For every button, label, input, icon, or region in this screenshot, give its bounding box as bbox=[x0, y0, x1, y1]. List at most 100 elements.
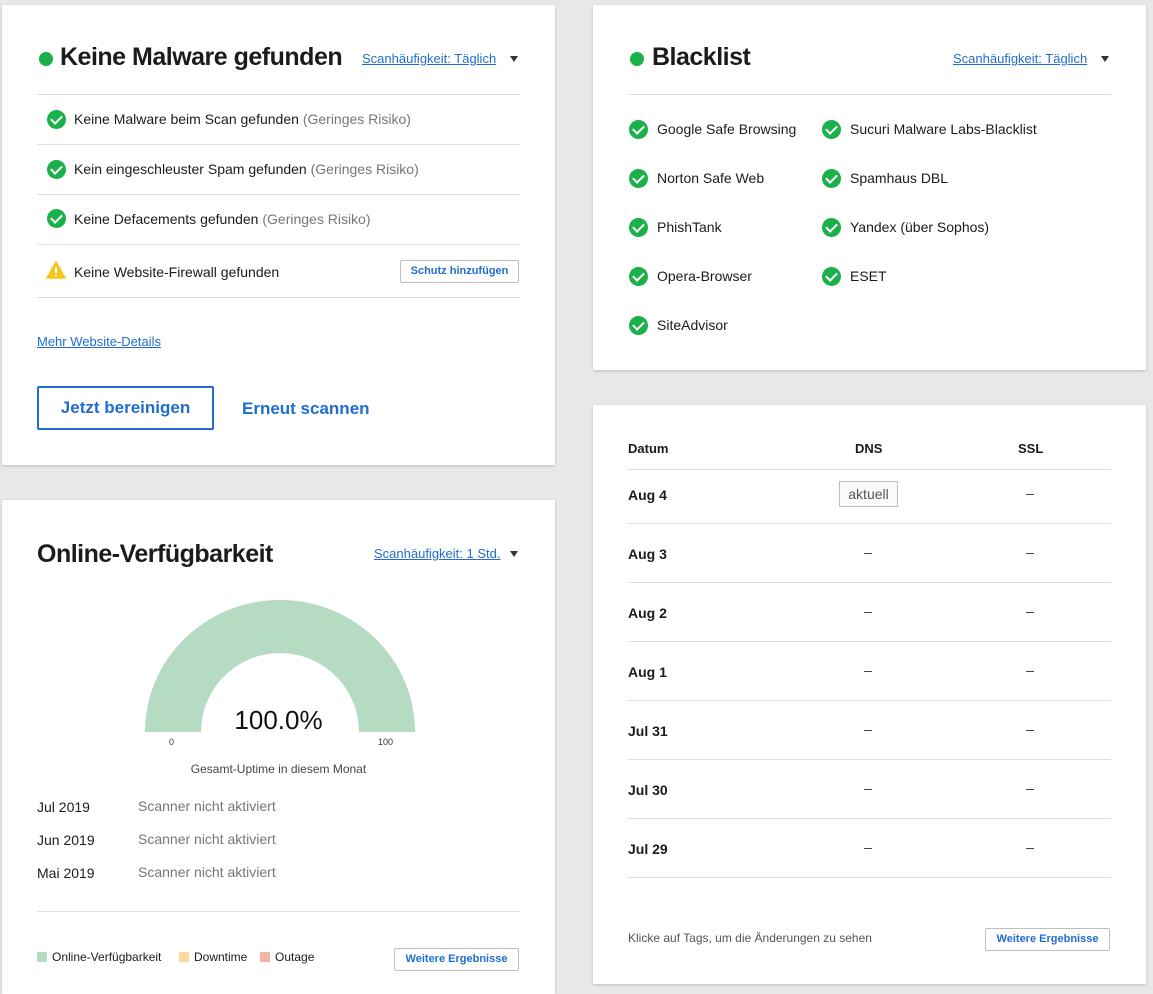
status-dot bbox=[39, 52, 53, 66]
blacklist-title: Blacklist bbox=[652, 43, 751, 71]
chevron-down-icon[interactable] bbox=[1101, 56, 1109, 62]
legend-swatch-uptime bbox=[37, 952, 47, 962]
warning-icon bbox=[46, 261, 66, 279]
divider bbox=[628, 759, 1111, 760]
row-ssl: – bbox=[1026, 544, 1034, 560]
firewall-item: Keine Website-Firewall gefunden bbox=[74, 264, 280, 280]
gauge-min-label: 0 bbox=[169, 737, 175, 747]
check-icon bbox=[629, 316, 648, 335]
row-date: Aug 2 bbox=[628, 605, 667, 621]
dns-tag-button[interactable]: aktuell bbox=[839, 481, 898, 507]
divider bbox=[628, 877, 1111, 878]
blacklist-item: Opera-Browser bbox=[657, 268, 752, 284]
dns-ssl-card: Datum DNS SSL Aug 4 aktuell – Aug 3 – – … bbox=[593, 405, 1146, 984]
blacklist-item: SiteAdvisor bbox=[657, 317, 728, 333]
row-ssl: – bbox=[1026, 839, 1034, 855]
divider bbox=[628, 818, 1111, 819]
blacklist-item: ESET bbox=[850, 268, 887, 284]
divider bbox=[628, 582, 1111, 583]
gauge-value: 100.0% bbox=[234, 705, 323, 735]
gauge-fill bbox=[145, 600, 415, 732]
add-protection-button[interactable]: Schutz hinzufügen bbox=[400, 260, 519, 283]
uptime-gauge bbox=[145, 600, 415, 732]
row-ssl: – bbox=[1026, 603, 1034, 619]
check-icon bbox=[47, 209, 66, 228]
row-dns: – bbox=[864, 662, 872, 678]
scan-frequency-link[interactable]: Scanhäufigkeit: Täglich bbox=[362, 51, 497, 66]
history-month: Mai 2019 bbox=[37, 865, 95, 881]
legend-label: Online-Verfügbarkeit bbox=[52, 950, 162, 964]
history-status: Scanner nicht aktiviert bbox=[138, 831, 276, 847]
row-dns: – bbox=[864, 780, 872, 796]
scan-frequency-link[interactable]: Scanhäufigkeit: 1 Std. bbox=[374, 546, 501, 561]
check-icon bbox=[629, 218, 648, 237]
gauge-caption: Gesamt-Uptime in diesem Monat bbox=[190, 762, 367, 776]
blacklist-item: Sucuri Malware Labs-Blacklist bbox=[850, 121, 1037, 137]
malware-card: Keine Malware gefunden Scanhäufigkeit: T… bbox=[2, 5, 555, 465]
blacklist-item: Spamhaus DBL bbox=[850, 170, 949, 186]
divider bbox=[37, 94, 520, 95]
legend-label: Outage bbox=[275, 950, 315, 964]
check-icon bbox=[822, 169, 841, 188]
row-dns: – bbox=[864, 721, 872, 737]
divider bbox=[628, 700, 1111, 701]
chevron-down-icon[interactable] bbox=[510, 56, 518, 62]
uptime-card: Online-Verfügbarkeit Scanhäufigkeit: 1 S… bbox=[2, 500, 555, 994]
row-date: Aug 3 bbox=[628, 546, 667, 562]
blacklist-item: Norton Safe Web bbox=[657, 170, 765, 186]
scan-frequency-link[interactable]: Scanhäufigkeit: Täglich bbox=[953, 51, 1088, 66]
row-dns: – bbox=[864, 839, 872, 855]
malware-title: Keine Malware gefunden bbox=[60, 43, 343, 71]
malware-item: Keine Malware beim Scan gefunden (Gering… bbox=[74, 111, 411, 127]
row-dns: – bbox=[864, 544, 872, 560]
row-dns: – bbox=[864, 603, 872, 619]
check-icon bbox=[822, 218, 841, 237]
malware-item: Kein eingeschleuster Spam gefunden (Geri… bbox=[74, 161, 419, 177]
row-ssl: – bbox=[1026, 780, 1034, 796]
divider bbox=[628, 94, 1111, 95]
more-results-button[interactable]: Weitere Ergebnisse bbox=[985, 928, 1110, 951]
column-header-dns: DNS bbox=[855, 441, 883, 456]
divider bbox=[37, 194, 520, 195]
check-icon bbox=[47, 160, 66, 179]
history-month: Jul 2019 bbox=[37, 799, 90, 815]
row-date: Aug 1 bbox=[628, 664, 667, 680]
malware-item: Keine Defacements gefunden (Geringes Ris… bbox=[74, 211, 371, 227]
gauge-max-label: 100 bbox=[378, 737, 394, 747]
blacklist-card: Blacklist Scanhäufigkeit: Täglich Google… bbox=[593, 5, 1146, 370]
row-date: Aug 4 bbox=[628, 487, 667, 503]
check-icon bbox=[629, 267, 648, 286]
legend-swatch-outage bbox=[260, 952, 270, 962]
history-status: Scanner nicht aktiviert bbox=[138, 864, 276, 880]
divider bbox=[628, 469, 1111, 470]
legend-swatch-downtime bbox=[179, 952, 189, 962]
history-month: Jun 2019 bbox=[37, 832, 95, 848]
check-icon bbox=[822, 120, 841, 139]
chevron-down-icon[interactable] bbox=[510, 551, 518, 557]
check-icon bbox=[822, 267, 841, 286]
clean-now-button[interactable]: Jetzt bereinigen bbox=[37, 386, 214, 430]
blacklist-item: Yandex (über Sophos) bbox=[850, 219, 990, 235]
divider bbox=[37, 244, 520, 245]
uptime-title: Online-Verfügbarkeit bbox=[37, 540, 273, 568]
row-ssl: – bbox=[1026, 721, 1034, 737]
row-ssl: – bbox=[1026, 662, 1034, 678]
check-icon bbox=[47, 110, 66, 129]
website-details-link[interactable]: Mehr Website-Details bbox=[37, 334, 162, 349]
blacklist-item: PhishTank bbox=[657, 219, 722, 235]
rescan-button[interactable]: Erneut scannen bbox=[242, 399, 370, 418]
row-date: Jul 29 bbox=[628, 841, 668, 857]
divider bbox=[37, 911, 520, 912]
divider bbox=[37, 144, 520, 145]
check-icon bbox=[629, 169, 648, 188]
blacklist-item: Google Safe Browsing bbox=[657, 121, 797, 137]
more-results-button[interactable]: Weitere Ergebnisse bbox=[394, 948, 519, 971]
status-dot bbox=[630, 52, 644, 66]
history-status: Scanner nicht aktiviert bbox=[138, 798, 276, 814]
check-icon bbox=[629, 120, 648, 139]
divider bbox=[628, 523, 1111, 524]
row-date: Jul 30 bbox=[628, 782, 668, 798]
divider bbox=[37, 297, 520, 298]
legend-label: Downtime bbox=[194, 950, 248, 964]
row-ssl: – bbox=[1026, 485, 1034, 501]
